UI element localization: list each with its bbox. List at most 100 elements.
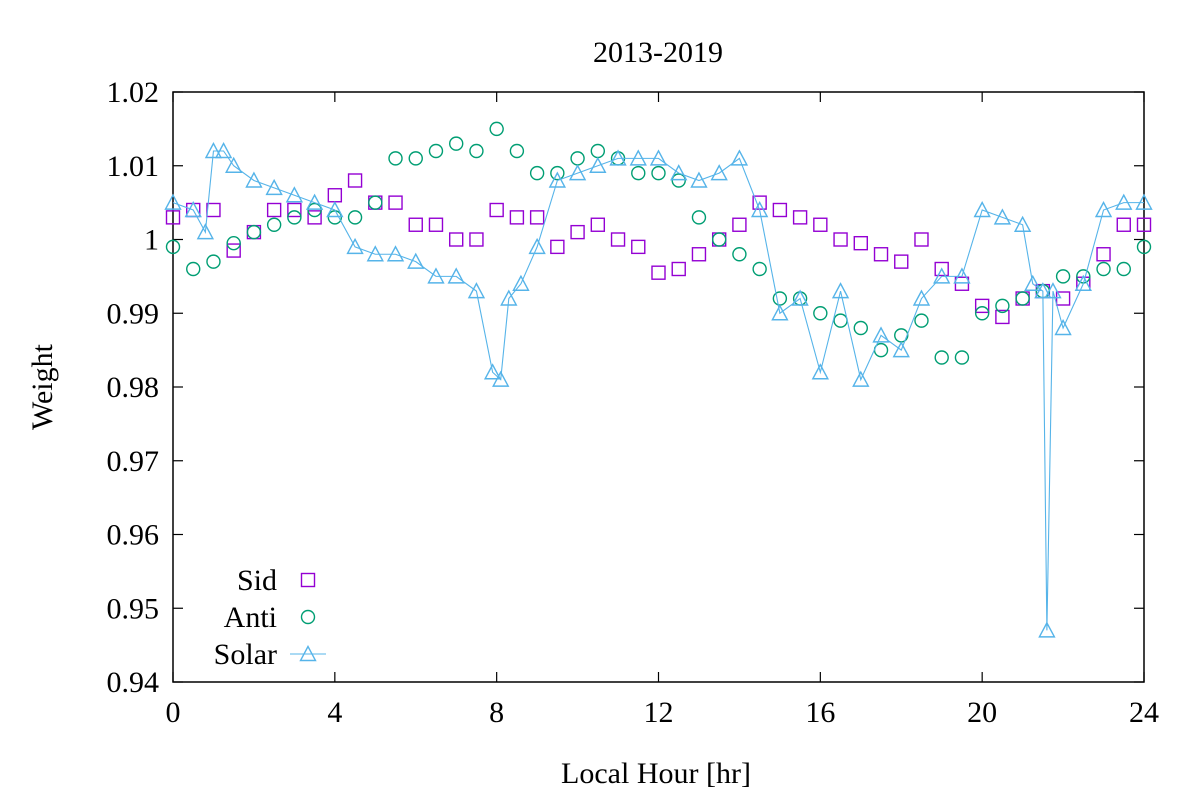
point-sid — [165, 210, 181, 225]
point-anti — [772, 291, 788, 306]
point-anti — [347, 210, 363, 225]
point-sid — [772, 202, 788, 218]
legend-label-sid: Sid — [237, 564, 277, 597]
point-solar — [204, 142, 223, 159]
point-sid — [1096, 247, 1111, 262]
point-sid — [914, 232, 929, 247]
point-anti — [266, 217, 282, 232]
point-sid — [347, 173, 363, 188]
point-anti — [165, 239, 181, 255]
point-solar — [670, 164, 688, 181]
point-solar — [609, 149, 627, 166]
point-sid — [570, 224, 585, 240]
point-solar — [225, 156, 243, 173]
point-solar — [214, 142, 233, 159]
y-tick-label: 0.98 — [107, 371, 160, 404]
point-sid — [995, 309, 1010, 325]
point-solar — [346, 237, 364, 255]
legend-marker-solar — [299, 645, 317, 662]
point-sid — [651, 265, 666, 280]
point-solar — [852, 370, 870, 387]
point-solar — [1038, 621, 1056, 638]
point-solar — [771, 304, 789, 321]
point-solar — [912, 289, 931, 306]
point-solar — [1034, 282, 1052, 299]
point-anti — [934, 350, 949, 365]
point-solar — [548, 171, 567, 188]
point-anti — [1015, 291, 1030, 306]
x-tick-label: 16 — [805, 696, 835, 729]
point-sid — [266, 202, 282, 218]
point-solar — [933, 267, 951, 284]
point-anti — [732, 247, 747, 262]
point-anti — [954, 350, 970, 365]
point-sid — [307, 210, 322, 225]
point-solar — [305, 193, 324, 210]
point-anti — [469, 143, 484, 159]
point-sid — [894, 254, 909, 269]
point-solar — [872, 326, 890, 343]
point-anti — [651, 165, 666, 181]
point-solar — [1074, 274, 1092, 291]
series-anti — [165, 121, 1152, 365]
point-solar — [993, 208, 1012, 225]
point-solar — [730, 149, 749, 166]
point-solar — [649, 149, 668, 166]
point-sid — [206, 202, 221, 218]
point-sid — [671, 261, 686, 277]
point-solar — [427, 267, 445, 284]
point-solar — [973, 201, 991, 218]
point-anti — [550, 165, 565, 181]
x-tick-label: 24 — [1129, 696, 1159, 729]
point-sid — [813, 217, 828, 232]
point-solar — [690, 171, 708, 188]
point-solar — [164, 193, 182, 210]
x-tick-label: 8 — [489, 696, 504, 729]
point-anti — [813, 306, 828, 321]
point-sid — [388, 195, 403, 210]
point-anti — [590, 143, 606, 159]
point-sid — [833, 232, 848, 247]
point-solar — [366, 245, 384, 262]
y-tick-label: 0.95 — [107, 592, 160, 625]
point-sid — [550, 239, 565, 255]
x-tick-label: 12 — [644, 696, 674, 729]
point-sid — [1116, 217, 1131, 232]
point-solar — [589, 156, 607, 173]
series-solar-line — [172, 150, 1144, 631]
point-anti — [1116, 261, 1131, 277]
y-tick-label: 1.01 — [107, 150, 160, 183]
point-solar — [326, 201, 344, 218]
point-anti — [691, 210, 707, 225]
point-anti — [914, 313, 929, 328]
point-solar — [492, 370, 510, 387]
series-solar — [164, 142, 1153, 638]
point-anti — [631, 165, 646, 181]
y-tick-label: 0.94 — [107, 666, 160, 699]
point-sid — [853, 235, 868, 251]
point-anti — [206, 254, 221, 269]
point-anti — [226, 235, 241, 251]
point-solar — [892, 341, 910, 358]
point-anti — [1136, 239, 1152, 255]
plot-frame — [172, 91, 1145, 683]
point-sid — [287, 202, 302, 218]
point-solar — [528, 237, 546, 255]
x-axis-label: Local Hour [hr] — [561, 757, 751, 790]
point-solar — [1094, 201, 1113, 218]
point-solar — [285, 186, 304, 203]
point-anti — [408, 151, 423, 166]
point-solar — [245, 171, 263, 188]
point-sid — [327, 188, 343, 203]
point-sid — [449, 232, 464, 247]
x-tick-label: 4 — [327, 696, 342, 729]
point-sid — [226, 243, 241, 258]
y-axis-label: Weight — [26, 343, 59, 430]
point-solar — [184, 201, 202, 218]
point-anti — [287, 210, 302, 225]
point-anti — [995, 298, 1010, 314]
x-tick-label: 20 — [967, 696, 997, 729]
point-anti — [368, 195, 383, 210]
point-solar — [750, 201, 769, 218]
point-anti — [974, 306, 990, 321]
